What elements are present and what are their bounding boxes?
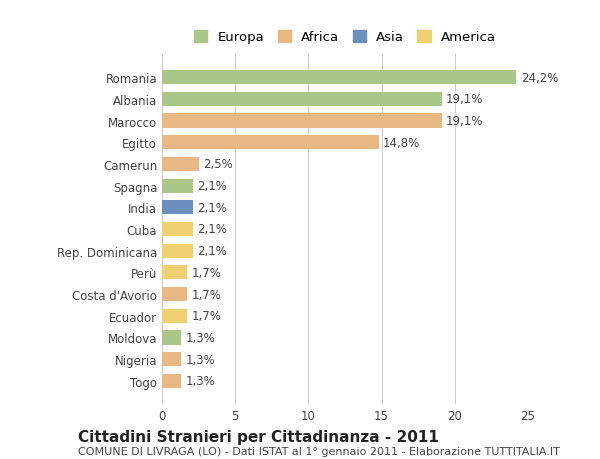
Bar bbox=[162, 223, 193, 236]
Bar bbox=[162, 71, 516, 85]
Bar bbox=[162, 179, 193, 193]
Text: 2,5%: 2,5% bbox=[203, 158, 233, 171]
Bar bbox=[162, 309, 187, 323]
Bar bbox=[162, 374, 181, 388]
Text: 2,1%: 2,1% bbox=[197, 223, 227, 236]
Bar bbox=[162, 114, 442, 129]
Text: 1,3%: 1,3% bbox=[185, 331, 215, 344]
Legend: Europa, Africa, Asia, America: Europa, Africa, Asia, America bbox=[190, 27, 500, 48]
Bar bbox=[162, 157, 199, 172]
Text: 19,1%: 19,1% bbox=[446, 115, 484, 128]
Text: 14,8%: 14,8% bbox=[383, 136, 421, 149]
Bar bbox=[162, 353, 181, 366]
Bar bbox=[162, 266, 187, 280]
Text: COMUNE DI LIVRAGA (LO) - Dati ISTAT al 1° gennaio 2011 - Elaborazione TUTTITALIA: COMUNE DI LIVRAGA (LO) - Dati ISTAT al 1… bbox=[78, 447, 560, 456]
Text: 2,1%: 2,1% bbox=[197, 202, 227, 214]
Bar bbox=[162, 93, 442, 106]
Text: 2,1%: 2,1% bbox=[197, 180, 227, 193]
Bar bbox=[162, 244, 193, 258]
Text: 2,1%: 2,1% bbox=[197, 245, 227, 257]
Text: Cittadini Stranieri per Cittadinanza - 2011: Cittadini Stranieri per Cittadinanza - 2… bbox=[78, 429, 439, 444]
Bar bbox=[162, 136, 379, 150]
Text: 24,2%: 24,2% bbox=[521, 72, 558, 84]
Text: 19,1%: 19,1% bbox=[446, 93, 484, 106]
Text: 1,7%: 1,7% bbox=[191, 310, 221, 323]
Text: 1,7%: 1,7% bbox=[191, 288, 221, 301]
Bar bbox=[162, 201, 193, 215]
Bar bbox=[162, 287, 187, 302]
Text: 1,3%: 1,3% bbox=[185, 353, 215, 366]
Text: 1,7%: 1,7% bbox=[191, 266, 221, 279]
Bar bbox=[162, 330, 181, 345]
Text: 1,3%: 1,3% bbox=[185, 375, 215, 387]
